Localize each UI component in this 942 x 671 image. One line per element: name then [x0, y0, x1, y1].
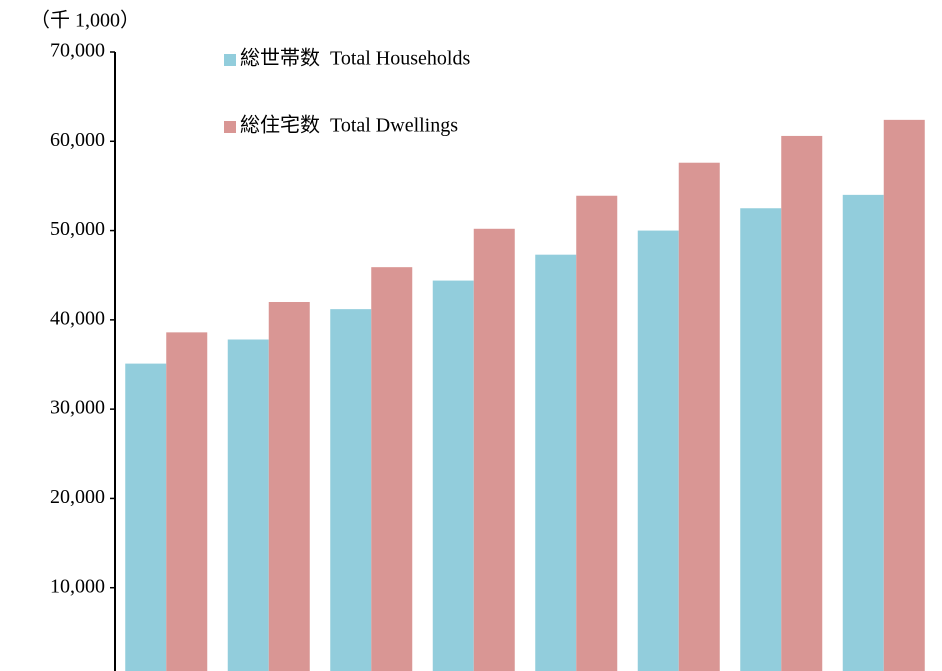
bar — [227, 339, 269, 671]
bar — [166, 332, 208, 671]
unit-label: （千 1,000） — [30, 9, 140, 32]
bar — [842, 194, 884, 671]
bar — [371, 267, 413, 671]
y-tick-label: 50,000 — [50, 218, 105, 240]
y-tick-label: 20,000 — [50, 486, 105, 508]
legend-swatch — [224, 121, 236, 133]
bar — [473, 228, 515, 671]
bar — [330, 309, 372, 671]
bar — [432, 280, 474, 671]
legend-label: 総世帯数 Total Households — [240, 47, 470, 70]
bar — [678, 162, 720, 671]
bar — [125, 363, 167, 671]
y-tick-label: 10,000 — [50, 575, 105, 597]
bar — [781, 135, 823, 671]
legend-label: 総住宅数 Total Dwellings — [240, 114, 458, 137]
bar — [535, 254, 577, 671]
bar — [883, 119, 925, 671]
y-tick-label: 40,000 — [50, 307, 105, 329]
bar — [637, 230, 679, 671]
y-tick-label: 70,000 — [50, 40, 105, 62]
bar — [268, 302, 310, 671]
y-tick-label: 30,000 — [50, 397, 105, 419]
legend-swatch — [224, 54, 236, 66]
bar — [576, 195, 618, 671]
bar — [740, 208, 782, 671]
y-tick-label: 60,000 — [50, 129, 105, 151]
